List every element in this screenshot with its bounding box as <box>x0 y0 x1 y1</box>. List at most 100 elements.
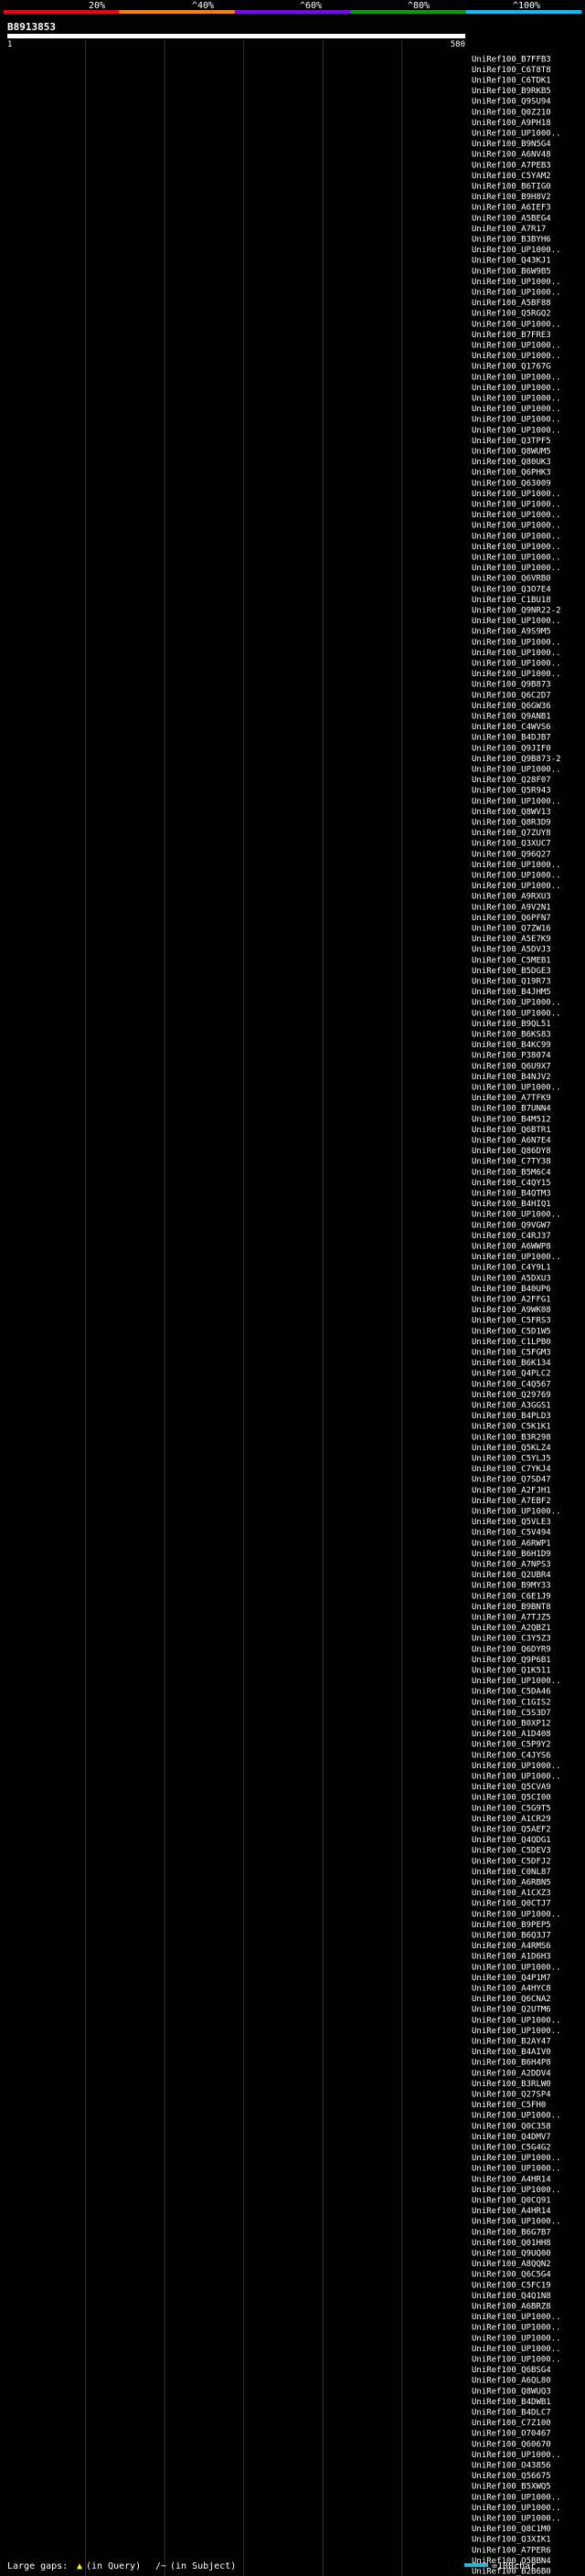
hit-row[interactable]: UniRef100_C5DEV3 <box>472 1847 551 1856</box>
hit-label[interactable]: UniRef100_UP1000.. <box>472 882 561 891</box>
hit-label[interactable]: UniRef100_Q28F07 <box>472 776 551 785</box>
hit-row[interactable]: UniRef100_A5DXU3 <box>472 1274 551 1283</box>
hit-row[interactable]: UniRef100_Q96Q27 <box>472 850 551 859</box>
hit-label[interactable]: UniRef100_A6WWP8 <box>472 1243 551 1252</box>
hit-label[interactable]: UniRef100_UP1000.. <box>472 405 561 414</box>
hit-row[interactable]: UniRef100_A9PH18 <box>472 119 551 128</box>
hit-row[interactable]: UniRef100_Q6GW36 <box>472 702 551 711</box>
hit-label[interactable]: UniRef100_A3GGS1 <box>472 1402 551 1411</box>
hit-label[interactable]: UniRef100_A2DDV4 <box>472 2069 551 2078</box>
hit-label[interactable]: UniRef100_C4QY15 <box>472 1179 551 1188</box>
hit-row[interactable]: UniRef100_Q4QDG1 <box>472 1836 551 1845</box>
hit-label[interactable]: UniRef100_UP1000.. <box>472 426 561 435</box>
hit-label[interactable]: UniRef100_Q8WUQ3 <box>472 2387 551 2396</box>
hit-row[interactable]: UniRef100_A1CXZ3 <box>472 1889 551 1898</box>
hit-row[interactable]: UniRef100_Q9JIF0 <box>472 744 551 753</box>
hit-label[interactable]: UniRef100_Q0Z210 <box>472 108 551 117</box>
hit-row[interactable]: UniRef100_UP1000.. <box>472 416 561 425</box>
hit-label[interactable]: UniRef100_A4RMS6 <box>472 1942 551 1951</box>
hit-label[interactable]: UniRef100_A2QBZ1 <box>472 1624 551 1633</box>
hit-label[interactable]: UniRef100_UP1000.. <box>472 797 561 806</box>
hit-label[interactable]: UniRef100_C4JYS6 <box>472 1751 551 1760</box>
hit-row[interactable]: UniRef100_A6RWP1 <box>472 1539 551 1548</box>
hit-row[interactable]: UniRef100_Q8WV13 <box>472 808 551 817</box>
hit-label[interactable]: UniRef100_UP1000.. <box>472 872 561 881</box>
hit-label[interactable]: UniRef100_C5YAM2 <box>472 172 551 181</box>
hit-row[interactable]: UniRef100_B3BYH6 <box>472 236 551 245</box>
hit-label[interactable]: UniRef100_O70467 <box>472 2430 551 2439</box>
hit-row[interactable]: UniRef100_B3R298 <box>472 1433 551 1442</box>
hit-label[interactable]: UniRef100_UP1000.. <box>472 861 561 870</box>
hit-row[interactable]: UniRef100_B9N5G4 <box>472 140 551 149</box>
hit-label[interactable]: UniRef100_A6RBN5 <box>472 1879 551 1888</box>
hit-label[interactable]: UniRef100_B7UNN4 <box>472 1105 551 1114</box>
hit-row[interactable]: UniRef100_Q6VRB0 <box>472 575 551 584</box>
hit-row[interactable]: UniRef100_Q5CVA9 <box>472 1783 551 1792</box>
hit-row[interactable]: UniRef100_UP1000.. <box>472 2016 561 2025</box>
hit-row[interactable]: UniRef100_B6H1D9 <box>472 1550 551 1559</box>
hit-label[interactable]: UniRef100_C5DA46 <box>472 1688 551 1697</box>
hit-row[interactable]: UniRef100_A4RMS6 <box>472 1942 551 1951</box>
hit-row[interactable]: UniRef100_C6T8T8 <box>472 66 551 75</box>
hit-label[interactable]: UniRef100_UP1000.. <box>472 289 561 298</box>
hit-label[interactable]: UniRef100_A9RXU3 <box>472 893 551 902</box>
hit-label[interactable]: UniRef100_C7YKJ4 <box>472 1465 551 1474</box>
hit-label[interactable]: UniRef100_Q6U9X7 <box>472 1062 551 1071</box>
hit-row[interactable]: UniRef100_UP1000.. <box>472 1084 561 1093</box>
hit-label[interactable]: UniRef100_A4HYC8 <box>472 1985 551 1994</box>
hit-row[interactable]: UniRef100_C6E1J9 <box>472 1592 551 1601</box>
hit-row[interactable]: UniRef100_B6K134 <box>472 1359 551 1368</box>
hit-row[interactable]: UniRef100_UP1000.. <box>472 882 561 891</box>
hit-row[interactable]: UniRef100_B4PLD3 <box>472 1412 551 1421</box>
hit-label[interactable]: UniRef100_UP1000.. <box>472 395 561 404</box>
hit-label[interactable]: UniRef100_C5FRS3 <box>472 1317 551 1326</box>
hit-label[interactable]: UniRef100_C5FC19 <box>472 2281 551 2290</box>
hit-row[interactable]: UniRef100_UP1000.. <box>472 660 561 669</box>
hit-label[interactable]: UniRef100_A7NPS3 <box>472 1561 551 1570</box>
hit-label[interactable]: UniRef100_C1BU18 <box>472 596 551 605</box>
hit-row[interactable]: UniRef100_Q3XIK1 <box>472 2536 551 2545</box>
hit-row[interactable]: UniRef100_Q27SP4 <box>472 2091 551 2100</box>
hit-label[interactable]: UniRef100_B7FRE3 <box>472 331 551 340</box>
hit-label[interactable]: UniRef100_Q6BSG4 <box>472 2366 551 2375</box>
hit-label[interactable]: UniRef100_Q5VLE3 <box>472 1518 551 1527</box>
hit-label[interactable]: UniRef100_A5DVJ3 <box>472 946 551 955</box>
hit-label[interactable]: UniRef100_C6TDK1 <box>472 77 551 86</box>
hit-label[interactable]: UniRef100_Q6DYR9 <box>472 1645 551 1654</box>
hit-label[interactable]: UniRef100_Q6VRB0 <box>472 575 551 584</box>
hit-row[interactable]: UniRef100_C6TDK1 <box>472 77 551 86</box>
hit-label[interactable]: UniRef100_C3Y5Z3 <box>472 1635 551 1644</box>
hit-row[interactable]: UniRef100_B4NJV2 <box>472 1073 551 1082</box>
hit-row[interactable]: UniRef100_C7TY38 <box>472 1158 551 1167</box>
hit-row[interactable]: UniRef100_A2FFG1 <box>472 1296 551 1305</box>
hit-label[interactable]: UniRef100_Q5RGQ2 <box>472 310 551 319</box>
hit-row[interactable]: UniRef100_C5P9Y2 <box>472 1741 551 1750</box>
hit-label[interactable]: UniRef100_UP1000.. <box>472 670 561 679</box>
hit-label[interactable]: UniRef100_A5BEG4 <box>472 214 551 223</box>
hit-row[interactable]: UniRef100_B9RKB5 <box>472 87 551 96</box>
hit-label[interactable]: UniRef100_Q1767G <box>472 363 551 372</box>
hit-label[interactable]: UniRef100_Q6BTR1 <box>472 1126 551 1135</box>
hit-label[interactable]: UniRef100_B9QL51 <box>472 1020 551 1029</box>
hit-label[interactable]: UniRef100_UP1000.. <box>472 511 561 520</box>
hit-label[interactable]: UniRef100_B40UP6 <box>472 1285 551 1294</box>
hit-row[interactable]: UniRef100_B5XWQ5 <box>472 2483 551 2492</box>
hit-label[interactable]: UniRef100_Q80UK3 <box>472 458 551 467</box>
hit-row[interactable]: UniRef100_UP1000.. <box>472 2186 561 2195</box>
hit-row[interactable]: UniRef100_Q9B873 <box>472 681 551 690</box>
hit-label[interactable]: UniRef100_B7FFB3 <box>472 55 551 64</box>
hit-row[interactable]: UniRef100_C5YLJ5 <box>472 1455 551 1464</box>
hit-row[interactable]: UniRef100_C5DFJ2 <box>472 1857 551 1866</box>
hit-row[interactable]: UniRef100_Q2UTM6 <box>472 2006 551 2015</box>
hit-row[interactable]: UniRef100_C5DA46 <box>472 1688 551 1697</box>
hit-row[interactable]: UniRef100_A6N7E4 <box>472 1137 551 1146</box>
hit-row[interactable]: UniRef100_B4M512 <box>472 1115 551 1124</box>
hit-label[interactable]: UniRef100_UP1000.. <box>472 320 561 329</box>
hit-label[interactable]: UniRef100_B6W9B5 <box>472 267 551 276</box>
hit-row[interactable]: UniRef100_UP1000.. <box>472 130 561 139</box>
hit-row[interactable]: UniRef100_Q6CNA2 <box>472 1995 551 2004</box>
hit-label[interactable]: UniRef100_C5G4G2 <box>472 2144 551 2153</box>
hit-row[interactable]: UniRef100_UP1000.. <box>472 373 561 382</box>
hit-row[interactable]: UniRef100_A6NV48 <box>472 151 551 160</box>
hit-label[interactable]: UniRef100_B6KS83 <box>472 1031 551 1040</box>
